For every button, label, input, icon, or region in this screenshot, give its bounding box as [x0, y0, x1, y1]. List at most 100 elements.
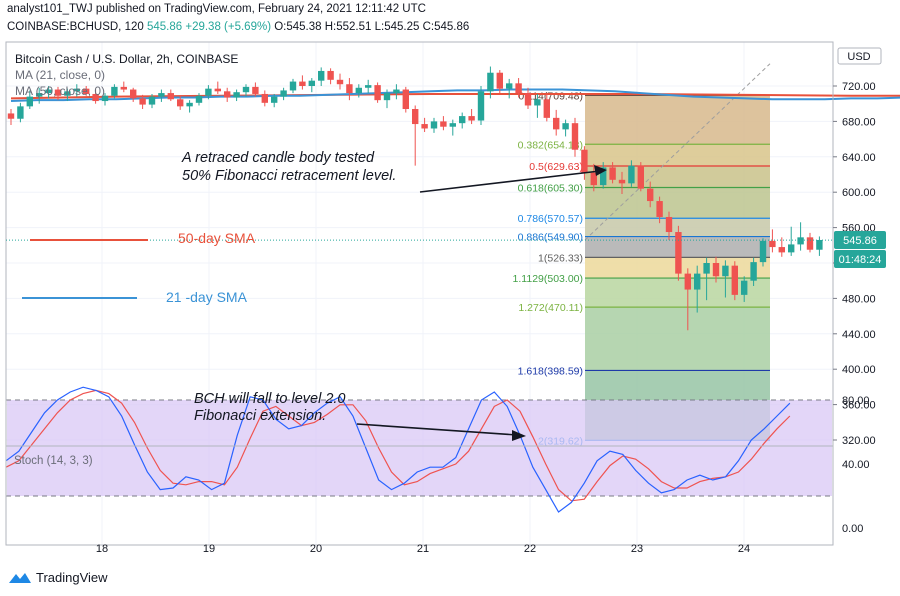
- candle-body: [421, 124, 428, 129]
- candle-body: [759, 240, 767, 263]
- stoch-legend: Stoch (14, 3, 3): [14, 455, 93, 467]
- candle-body: [64, 91, 71, 96]
- fib-level-label: 0.786(570.57): [518, 213, 583, 225]
- chart-legend-title: Bitcoin Cash / U.S. Dollar, 2h, COINBASE: [15, 52, 239, 66]
- fib-level-label: 1.272(470.11): [518, 302, 583, 314]
- price-tick-label: 400.00: [842, 364, 876, 376]
- fib-level-label: 1.618(398.59): [518, 365, 583, 377]
- candle-body: [618, 179, 626, 184]
- date-tick-label: 21: [417, 543, 429, 555]
- candle-body: [383, 93, 391, 101]
- candle-body: [459, 116, 466, 124]
- candle-body: [703, 263, 710, 274]
- candle-body: [600, 167, 607, 186]
- candle-body: [477, 91, 485, 121]
- fib-zone: [585, 95, 770, 145]
- candle-body: [167, 93, 174, 100]
- stoch-tick-label: 40.00: [842, 459, 870, 471]
- current-price-badge: [834, 231, 886, 249]
- candle-body: [684, 273, 691, 290]
- candle-body: [224, 91, 231, 98]
- candle-body: [741, 280, 748, 295]
- candle-body: [186, 102, 193, 107]
- candle-body: [402, 89, 409, 110]
- retrace-arrow: [419, 170, 601, 193]
- annotation-fall-line2: Fibonacci extension.: [194, 408, 326, 424]
- annotation-retrace-line1: A retraced candle body tested: [181, 150, 375, 166]
- date-tick-label: 24: [738, 543, 750, 555]
- date-tick-label: 19: [203, 543, 215, 555]
- price-tick-label: 480.00: [842, 293, 876, 305]
- candle-body: [440, 121, 447, 127]
- candle-body: [816, 239, 823, 250]
- candle-body: [562, 123, 569, 130]
- symbol-ohlc-line: COINBASE:BCHUSD, 120 545.86 +29.38 (+5.6…: [7, 21, 469, 33]
- candle-body: [778, 247, 785, 253]
- retrace-arrowhead: [594, 165, 607, 176]
- candle-body: [355, 87, 362, 94]
- candle-body: [750, 262, 757, 281]
- price-tick-label: 720.00: [842, 81, 876, 93]
- currency-badge[interactable]: [837, 47, 882, 65]
- price-tick-label: 680.00: [842, 116, 876, 128]
- candle-body: [205, 88, 212, 96]
- candle-body: [120, 86, 127, 90]
- candle-body: [308, 80, 315, 86]
- fib-level-label: 0.886(549.90): [518, 232, 583, 244]
- countdown-badge: [834, 250, 886, 268]
- current-price-label: 545.86: [843, 235, 877, 247]
- candle-body: [637, 165, 644, 189]
- ohlc-values: O:545.38 H:552.51 L:545.25 C:545.86: [274, 21, 470, 33]
- date-tick-label: 23: [631, 543, 643, 555]
- candle-body: [195, 95, 203, 103]
- symbol-interval: COINBASE:BCHUSD, 120: [7, 21, 144, 33]
- candle-body: [430, 121, 438, 129]
- last-price: 545.86: [146, 21, 183, 33]
- candle-body: [139, 98, 146, 105]
- candle-body: [694, 273, 701, 290]
- fib-zone: [585, 187, 770, 219]
- sma50-label: 50-day SMA: [178, 230, 256, 246]
- candle-body: [299, 81, 306, 86]
- price-tick-label: 640.00: [842, 152, 876, 164]
- candle-body: [553, 117, 560, 130]
- date-tick-label: 18: [96, 543, 108, 555]
- legend-ma21: MA (21, close, 0): [15, 68, 106, 82]
- candle-body: [571, 123, 579, 150]
- candle-body: [17, 106, 24, 119]
- candle-body: [318, 70, 325, 81]
- date-tick-label: 22: [524, 543, 536, 555]
- fib-level-label: 0.382(654.18): [518, 139, 583, 151]
- candle-body: [177, 99, 184, 107]
- candle-body: [261, 93, 268, 103]
- tradingview-footer[interactable]: TradingView: [8, 570, 108, 585]
- fib-trend-line: [584, 63, 771, 241]
- candle-body: [289, 81, 297, 91]
- candle-body: [496, 72, 503, 89]
- price-tick-label: 360.00: [842, 400, 876, 412]
- candle-body: [280, 90, 287, 97]
- fall-arrowhead: [512, 430, 526, 441]
- candle-body: [647, 188, 654, 202]
- price-tick-label: 440.00: [842, 329, 876, 341]
- stoch-tick-label: 80.00: [842, 395, 870, 407]
- price-tick-label: 600.00: [842, 187, 876, 199]
- candle-body: [36, 93, 43, 97]
- sma21-label: 21 -day SMA: [166, 289, 248, 305]
- candle-body: [675, 232, 682, 274]
- candle-body: [609, 167, 616, 180]
- stoch-pane-border: [5, 445, 834, 546]
- candle-body: [788, 244, 795, 253]
- candle-body: [242, 86, 250, 93]
- candle-body: [731, 265, 738, 295]
- fib-zone: [585, 307, 770, 371]
- stoch-d-line: [5, 389, 791, 502]
- fib-level-label: 1.1129(503.00): [513, 273, 583, 285]
- candle-body: [101, 95, 109, 102]
- candle-body: [148, 96, 156, 105]
- date-tick-label: 20: [310, 543, 322, 555]
- candle-body: [214, 88, 221, 92]
- candle-body: [45, 89, 52, 94]
- candle-body: [412, 109, 419, 125]
